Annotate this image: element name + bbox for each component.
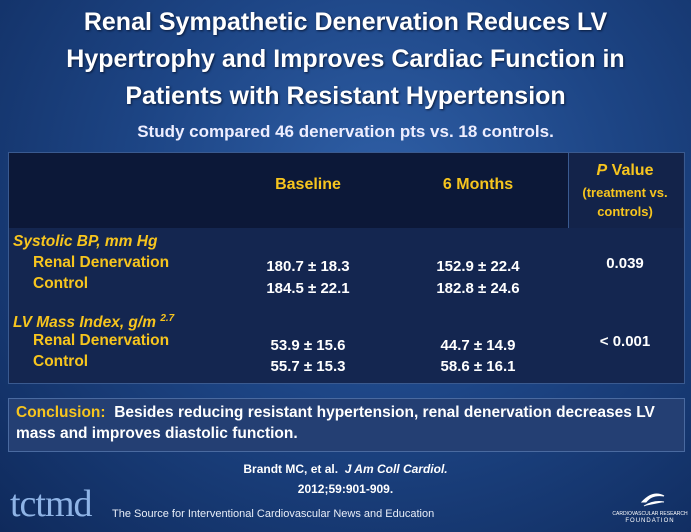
cell: 44.7 ± 14.9 <box>440 337 516 354</box>
cell: 182.8 ± 24.6 <box>436 280 520 297</box>
cell: 53.9 ± 15.6 <box>270 337 346 354</box>
p-value: < 0.001 <box>599 333 651 350</box>
tagline: The Source for Interventional Cardiovasc… <box>112 508 435 520</box>
citation-authors: Brandt MC, et al. <box>243 462 339 476</box>
foundation-icon <box>640 493 665 507</box>
conclusion-label: Conclusion: <box>16 404 106 421</box>
foundation-text: CARDIOVASCULAR RESEARCH <box>612 511 688 517</box>
section-label-text: LV Mass Index, g/m <box>13 314 156 332</box>
table-header-bg <box>9 153 568 228</box>
p-header-bg <box>568 153 683 228</box>
citation-journal: J Am Coll Cardiol. <box>344 462 448 476</box>
row-label: Control <box>33 353 89 370</box>
row-label: Renal Denervation <box>33 254 170 271</box>
column-header: 6 Months <box>442 176 514 193</box>
logo: tctmd <box>10 483 93 525</box>
p-header-note: (treatment vs. controls) <box>582 185 668 219</box>
p-letter: P <box>596 162 608 179</box>
section-label: LV Mass Index, g/m 2.7 <box>13 313 174 332</box>
p-value: 0.039 <box>606 255 644 272</box>
cell: 180.7 ± 18.3 <box>266 258 350 275</box>
foundation-text: FOUNDATION <box>625 518 675 524</box>
conclusion-box: Conclusion: Besides reducing resistant h… <box>8 398 685 452</box>
citation-detail: 2012;59:901-909. <box>297 482 394 496</box>
row-label: Renal Denervation <box>33 332 170 349</box>
cell: 58.6 ± 16.1 <box>440 358 516 375</box>
p-word: Value <box>611 162 654 179</box>
conclusion-text: Besides reducing resistant hypertension,… <box>16 404 655 442</box>
p-header: P Value <box>568 162 682 180</box>
cell: 152.9 ± 22.4 <box>436 258 520 275</box>
title-line: Renal Sympathetic Denervation Reduces LV <box>83 8 608 36</box>
cell: 184.5 ± 22.1 <box>266 280 350 297</box>
row-label: Control <box>33 275 89 292</box>
subtitle: Study compared 46 denervation pts vs. 18… <box>137 122 554 141</box>
superscript: 2.7 <box>160 313 175 324</box>
title-line: Patients with Resistant Hypertension <box>125 82 566 110</box>
citation: Brandt MC, et al. J Am Coll Cardiol. <box>0 462 691 476</box>
section-label: Systolic BP, mm Hg <box>13 233 158 250</box>
cell: 55.7 ± 15.3 <box>270 358 346 375</box>
title-line: Hypertrophy and Improves Cardiac Functio… <box>66 45 625 73</box>
column-header: Baseline <box>275 176 341 193</box>
